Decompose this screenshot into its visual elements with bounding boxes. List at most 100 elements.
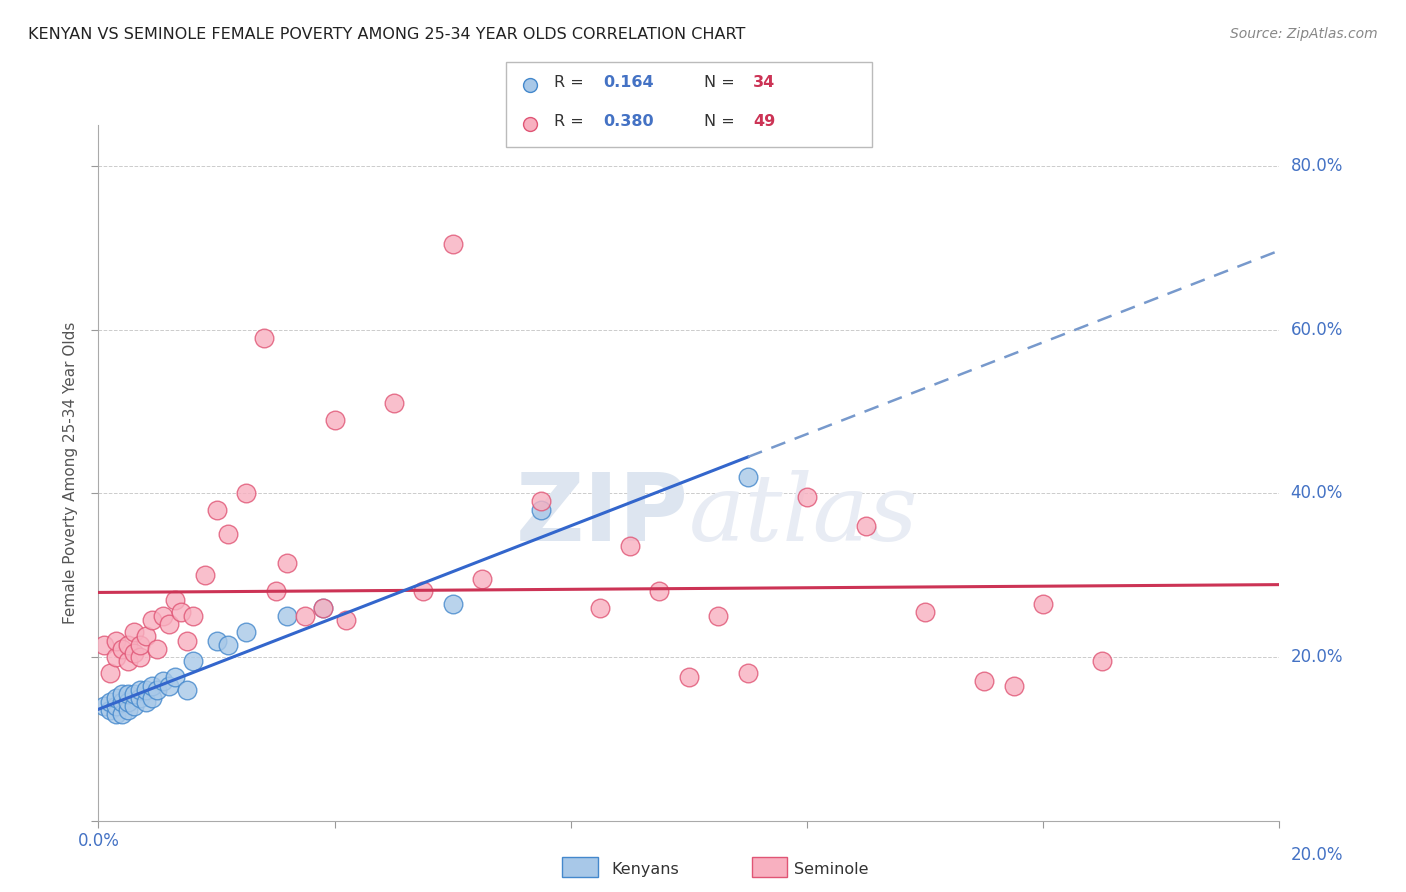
Point: [253, 331, 276, 345]
Point: [157, 679, 180, 693]
Point: [276, 609, 298, 624]
Point: [128, 682, 150, 697]
Point: [98, 703, 121, 717]
Point: [105, 699, 128, 714]
Point: [1091, 654, 1114, 668]
Text: 49: 49: [754, 113, 775, 128]
Point: [165, 670, 187, 684]
Text: Seminole: Seminole: [794, 863, 869, 877]
Point: [111, 687, 134, 701]
Point: [165, 592, 187, 607]
Text: ZIP: ZIP: [516, 468, 689, 560]
Point: [135, 682, 157, 697]
Point: [105, 649, 128, 664]
Point: [117, 703, 139, 717]
Point: [217, 638, 239, 652]
Point: [105, 633, 128, 648]
Point: [796, 491, 818, 505]
Point: [122, 625, 145, 640]
Point: [235, 486, 257, 500]
Point: [678, 670, 700, 684]
Point: [122, 699, 145, 714]
Point: [519, 117, 541, 131]
Point: [707, 609, 730, 624]
Point: [264, 584, 287, 599]
Point: [157, 617, 180, 632]
Point: [737, 470, 759, 484]
Point: [441, 597, 464, 611]
Point: [530, 494, 553, 508]
Text: Kenyans: Kenyans: [612, 863, 679, 877]
Point: [111, 641, 134, 656]
Point: [235, 625, 257, 640]
Text: 60.0%: 60.0%: [1291, 320, 1343, 339]
Point: [152, 609, 174, 624]
Point: [146, 641, 169, 656]
Text: R =: R =: [554, 75, 589, 89]
Point: [105, 707, 128, 722]
Point: [648, 584, 671, 599]
Point: [176, 682, 198, 697]
Point: [737, 666, 759, 681]
Point: [117, 695, 139, 709]
Point: [382, 396, 405, 410]
Text: 20.0%: 20.0%: [1291, 648, 1343, 666]
Point: [141, 690, 163, 705]
Text: N =: N =: [703, 75, 740, 89]
Point: [312, 600, 335, 615]
Point: [441, 236, 464, 251]
Point: [93, 638, 115, 652]
Point: [276, 556, 298, 570]
Text: R =: R =: [554, 113, 589, 128]
Text: 20.0%: 20.0%: [1291, 846, 1343, 863]
Point: [205, 633, 228, 648]
Point: [181, 609, 204, 624]
Point: [128, 690, 150, 705]
Point: [619, 540, 641, 554]
Point: [105, 690, 128, 705]
Point: [855, 519, 877, 533]
Point: [194, 568, 217, 582]
Point: [146, 682, 169, 697]
Text: 34: 34: [754, 75, 775, 89]
Point: [412, 584, 434, 599]
Point: [135, 695, 157, 709]
Point: [170, 605, 193, 619]
Text: 80.0%: 80.0%: [1291, 157, 1343, 175]
Point: [128, 638, 150, 652]
Text: Source: ZipAtlas.com: Source: ZipAtlas.com: [1230, 27, 1378, 41]
Point: [471, 572, 494, 586]
Point: [98, 695, 121, 709]
Point: [530, 502, 553, 516]
Point: [111, 695, 134, 709]
Text: KENYAN VS SEMINOLE FEMALE POVERTY AMONG 25-34 YEAR OLDS CORRELATION CHART: KENYAN VS SEMINOLE FEMALE POVERTY AMONG …: [28, 27, 745, 42]
Point: [117, 687, 139, 701]
Point: [117, 654, 139, 668]
Point: [1002, 679, 1025, 693]
Point: [294, 609, 316, 624]
Point: [217, 527, 239, 541]
Point: [312, 600, 335, 615]
Text: N =: N =: [703, 113, 740, 128]
Text: 0.164: 0.164: [603, 75, 654, 89]
Point: [973, 674, 995, 689]
Point: [589, 600, 612, 615]
Point: [93, 699, 115, 714]
Point: [914, 605, 936, 619]
Y-axis label: Female Poverty Among 25-34 Year Olds: Female Poverty Among 25-34 Year Olds: [63, 322, 79, 624]
Text: 40.0%: 40.0%: [1291, 484, 1343, 502]
Point: [152, 674, 174, 689]
Text: 0.380: 0.380: [603, 113, 654, 128]
Point: [205, 502, 228, 516]
Point: [111, 707, 134, 722]
Point: [176, 633, 198, 648]
Text: atlas: atlas: [689, 469, 918, 559]
Point: [181, 654, 204, 668]
Point: [128, 649, 150, 664]
Point: [117, 638, 139, 652]
Point: [135, 630, 157, 644]
Point: [122, 687, 145, 701]
Point: [335, 613, 357, 627]
Point: [122, 646, 145, 660]
Point: [98, 666, 121, 681]
